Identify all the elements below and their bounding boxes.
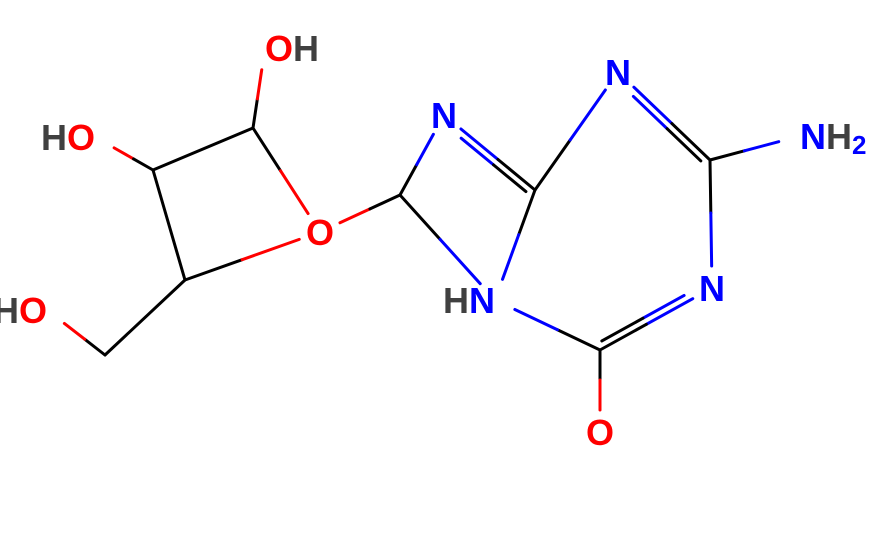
bond [153,170,185,280]
bond [85,339,105,355]
bond [570,90,605,140]
bond [114,148,133,159]
atom-label: HO [41,117,95,158]
bond [253,99,257,128]
bond [440,239,480,283]
bond [711,213,712,266]
bond [281,171,309,214]
bond [400,195,440,239]
bond [634,87,672,123]
bond [153,128,253,170]
bond [672,124,710,160]
bond [710,151,744,160]
atom-label: O [306,212,334,253]
bond [242,239,299,259]
bond [535,140,570,190]
bond [400,165,417,195]
atom-label: HO [0,290,47,331]
atom-label: N [699,268,725,309]
bond [257,70,261,99]
bond [557,330,600,350]
atom-label: NH2 [800,116,866,161]
bond [340,209,370,223]
atom-label: HN [443,280,495,321]
atom-label: O [586,412,614,453]
bond [519,190,535,235]
bond [253,128,281,171]
bond [105,280,185,355]
bond [744,142,778,151]
bond [515,309,558,329]
molecule-diagram: HO OH HO O O N N N HN NH2 [0,0,883,536]
bond [134,159,153,170]
atom-label: N [605,52,631,93]
bond [503,235,519,280]
bond [417,134,434,164]
bond [185,260,242,280]
bond [710,160,711,213]
bond [370,195,400,209]
atom-label: OH [265,28,319,69]
atom-label: N [431,95,457,136]
bond [64,323,84,339]
